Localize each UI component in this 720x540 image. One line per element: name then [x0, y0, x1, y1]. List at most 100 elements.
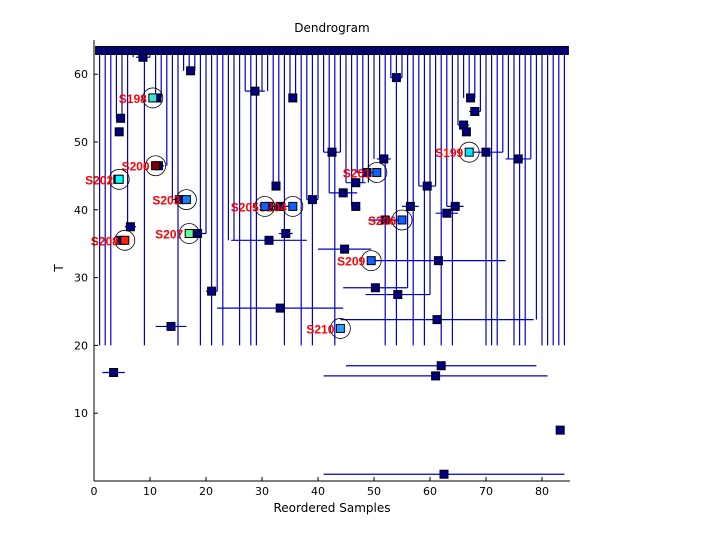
x-tick-label: 30 [255, 485, 269, 498]
node-marker [275, 201, 285, 211]
annotation-circle [254, 196, 276, 217]
annotation-label: S202 [85, 173, 113, 187]
node-marker [340, 244, 350, 254]
node-marker [555, 425, 565, 435]
node-marker [351, 201, 361, 211]
annotation-circle [145, 155, 167, 177]
node-marker [470, 106, 480, 116]
annotation-marker [148, 93, 158, 103]
node-marker [461, 127, 471, 137]
y-axis-label: T [52, 264, 66, 273]
node-marker [327, 147, 337, 157]
node-marker [559, 45, 569, 55]
annotation-circle [366, 162, 388, 183]
annotation-marker [184, 229, 194, 239]
annotation-circle [391, 209, 413, 231]
node-marker [351, 178, 361, 188]
y-tick-label: 30 [74, 272, 88, 285]
node-marker [450, 201, 460, 211]
x-tick-label: 20 [199, 485, 213, 498]
node-marker [379, 154, 389, 164]
node-marker [166, 321, 176, 331]
chart-title: Dendrogram [294, 21, 369, 35]
node-marker [288, 93, 298, 103]
node-marker [405, 201, 415, 211]
dendrogram-nodes [95, 45, 569, 479]
node-marker [281, 229, 291, 239]
annotation-label: S209 [337, 255, 365, 269]
annotation-circle [178, 223, 200, 244]
annotation-marker [120, 235, 130, 245]
y-tick-label: 50 [74, 136, 88, 149]
node-marker [114, 127, 124, 137]
annotation-label: S210 [306, 322, 334, 336]
node-marker [370, 283, 380, 293]
y-tick-label: 40 [74, 204, 88, 217]
node-marker [207, 286, 217, 296]
node-marker [432, 315, 442, 325]
node-marker [436, 361, 446, 371]
node-marker [338, 188, 348, 198]
x-axis-label: Reordered Samples [274, 501, 391, 515]
annotation-circle [360, 250, 382, 272]
node-marker [186, 66, 196, 76]
annotation-marker [260, 201, 270, 211]
x-tick-label: 70 [479, 485, 493, 498]
node-marker [250, 86, 260, 96]
annotation-marker [372, 168, 382, 178]
annotation-label: S207 [155, 228, 183, 242]
y-tick-label: 60 [74, 68, 88, 81]
annotation-label: S205 [231, 200, 259, 214]
node-marker [271, 181, 281, 191]
node-marker [275, 303, 285, 313]
annotation-marker [366, 256, 376, 266]
annotation-marker [397, 215, 407, 225]
dendrogram-links [98, 50, 566, 475]
annotation-marker [151, 161, 161, 171]
annotation-circle [142, 87, 164, 109]
node-marker [513, 154, 523, 164]
y-tick-label: 20 [74, 339, 88, 352]
node-marker [431, 371, 441, 381]
node-marker [391, 73, 401, 83]
x-tick-label: 80 [535, 485, 549, 498]
annotation-label: S201 [343, 167, 371, 181]
axes: 0 10 20 30 40 50 60 70 80 10 20 30 40 50 60 [74, 40, 570, 498]
node-marker [109, 368, 119, 378]
node-marker [193, 229, 203, 239]
annotation-circle [108, 168, 130, 190]
x-tick-label: 10 [143, 485, 157, 498]
annotation-circle [282, 196, 304, 217]
node-marker [307, 195, 317, 205]
annotation-circle [114, 229, 136, 251]
node-marker [125, 222, 135, 232]
node-marker [433, 256, 443, 266]
annotation-label: S199 [435, 146, 463, 160]
annotation-circle [458, 141, 480, 163]
annotation-marker [464, 147, 474, 157]
x-tick-label: 50 [367, 485, 381, 498]
annotation-circle [329, 318, 351, 339]
annotation-marker [288, 201, 298, 211]
node-marker [466, 93, 476, 103]
annotation-marker [114, 174, 124, 184]
annotation-label: S198 [119, 92, 147, 106]
x-tick-label: 40 [311, 485, 325, 498]
node-marker [264, 235, 274, 245]
annotation-label: S200 [122, 160, 150, 174]
x-tick-label: 60 [423, 485, 437, 498]
node-marker [380, 215, 390, 225]
node-marker [116, 113, 126, 123]
annotation-label: S206 [368, 214, 396, 228]
node-marker [393, 290, 403, 300]
x-tick-label: 0 [91, 485, 98, 498]
y-tick-label: 10 [74, 407, 88, 420]
node-marker [439, 469, 449, 479]
annotation-marker [181, 195, 191, 205]
node-marker [442, 208, 452, 218]
annotation-circle [175, 189, 197, 211]
annotation-label: S208 [91, 234, 119, 248]
annotation-label: S203 [152, 194, 180, 208]
